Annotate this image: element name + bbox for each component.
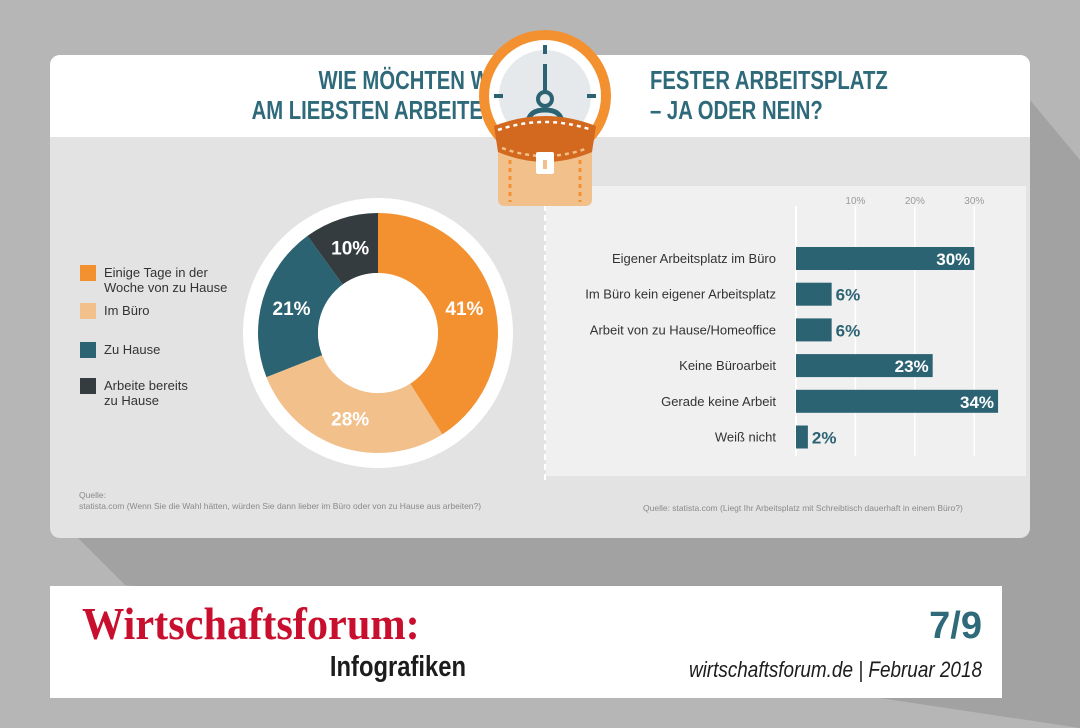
left-headline-line-2: AM LIEBSTEN ARBEITEN? — [251, 95, 510, 125]
legend-label: Einige Tage in der Woche von zu Hause — [104, 265, 228, 295]
right-headline-line-1: FESTER ARBEITSPLATZ — [650, 65, 888, 95]
bar-category-label-1: Im Büro kein eigener Arbeitsplatz — [585, 287, 776, 302]
bar-value-label-2: 6% — [836, 321, 861, 340]
donut-hole — [318, 273, 438, 393]
bar-category-label-3: Keine Büroarbeit — [679, 358, 776, 373]
legend-label: Arbeite bereits zu Hause — [104, 378, 188, 408]
bar-value-label-0: 30% — [936, 250, 970, 269]
donut-slice-1 — [266, 355, 443, 453]
horizontal-bar-chart: 10% 20% 30% Eigener Arbeitsplatz im Büro 30%… — [585, 196, 999, 456]
bar-tick-label-1: 20% — [905, 196, 925, 207]
clock-briefcase-icon — [479, 30, 611, 206]
bar-value-label-3: 23% — [895, 357, 929, 376]
donut-chart: 41% 28% 21% 10% — [243, 198, 513, 468]
bar-5 — [796, 425, 808, 449]
right-headline: FESTER ARBEITSPLATZ – JA ODER NEIN? — [650, 65, 931, 125]
donut-slice-0 — [378, 213, 499, 435]
bar-category-label-2: Arbeit von zu Hause/Homeoffice — [590, 322, 776, 337]
bar-category-label-5: Weiß nicht — [715, 430, 777, 445]
section-divider — [544, 205, 546, 480]
footer: Wirtschaftsforum: Infografiken 7/9 wirts… — [50, 586, 1002, 698]
legend-swatch-orange — [80, 265, 96, 281]
bar-category-label-4: Gerade keine Arbeit — [661, 394, 776, 409]
legend-swatch-dark — [80, 378, 96, 394]
donut-value-label-1: 28% — [331, 410, 369, 431]
legend-label: Im Büro — [104, 303, 150, 318]
bar-0 — [796, 247, 975, 270]
left-headline: WIE MÖCHTEN WIR AM LIEBSTEN ARBEITEN? — [229, 65, 510, 125]
bar-chart-panel — [546, 186, 1026, 476]
page-number: 7/9 — [929, 605, 982, 647]
bar-1 — [796, 282, 832, 306]
bar-category-label-0: Eigener Arbeitsplatz im Büro — [612, 251, 776, 266]
footer-subtitle: Infografiken — [329, 651, 466, 683]
bar-value-label-5: 2% — [812, 429, 837, 448]
legend-swatch-teal — [80, 342, 96, 358]
left-headline-line-1: WIE MÖCHTEN WIR — [318, 65, 510, 95]
bar-value-label-1: 6% — [836, 286, 861, 305]
bar-2 — [796, 318, 832, 342]
donut-slice-2 — [258, 235, 343, 378]
bar-source: Quelle: statista.com (Liegt Ihr Arbeitsp… — [643, 503, 963, 513]
legend-label: Zu Hause — [104, 342, 161, 357]
donut-source: Quelle: statista.com (Wenn Sie die Wahl … — [79, 490, 482, 511]
bar-tick-label-0: 10% — [845, 196, 865, 207]
brand-logo-text: Wirtschaftsforum: — [82, 598, 420, 649]
bar-4 — [796, 389, 999, 413]
bar-value-label-4: 34% — [960, 393, 994, 412]
donut-value-label-2: 21% — [273, 299, 311, 320]
bar-tick-label-2: 30% — [964, 196, 984, 207]
donut-value-label-0: 41% — [445, 299, 483, 320]
right-headline-line-2: – JA ODER NEIN? — [650, 95, 823, 125]
donut-slice-3 — [307, 213, 378, 285]
bar-3 — [796, 354, 933, 378]
donut-value-label-3: 10% — [331, 238, 369, 259]
footer-site-date: wirtschaftsforum.de | Februar 2018 — [688, 657, 982, 682]
legend-swatch-light-orange — [80, 303, 96, 319]
